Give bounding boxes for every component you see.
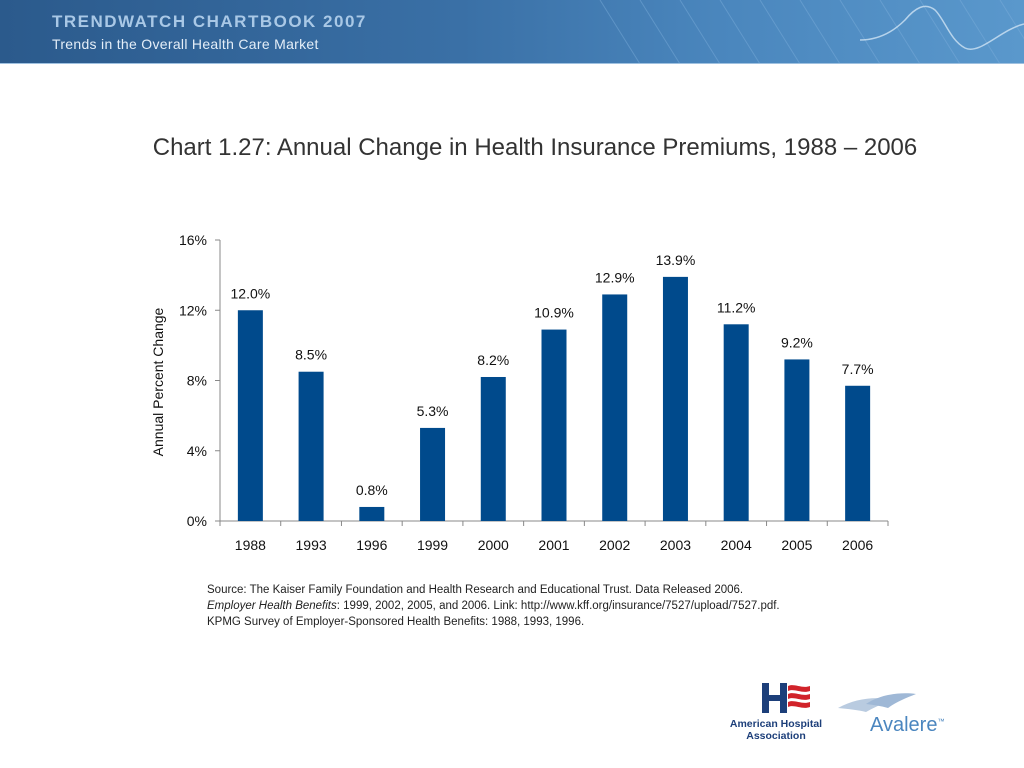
- x-tick-label: 2001: [538, 537, 569, 553]
- y-tick-label: 8%: [187, 373, 207, 389]
- data-label: 10.9%: [534, 305, 574, 321]
- data-label: 5.3%: [417, 403, 449, 419]
- x-tick-label: 2005: [781, 537, 812, 553]
- data-label: 8.2%: [477, 352, 509, 368]
- x-tick-label: 2006: [842, 537, 873, 553]
- header-title: TRENDWATCH CHARTBOOK 2007: [52, 12, 367, 31]
- y-tick-label: 12%: [179, 302, 207, 318]
- bar: [845, 385, 871, 521]
- chart-title: Chart 1.27: Annual Change in Health Insu…: [152, 134, 918, 161]
- trademark-mark: ™: [937, 718, 945, 726]
- x-tick-label: 2004: [721, 537, 752, 553]
- avalere-wordmark: Avalere: [870, 714, 938, 736]
- y-axis-label: Annual Percent Change: [150, 307, 166, 456]
- aha-name: American Hospital Association: [729, 718, 823, 742]
- x-tick-label: 2002: [599, 537, 630, 553]
- bar: [723, 324, 749, 521]
- x-tick-label: 1999: [417, 537, 448, 553]
- x-tick-label: 2003: [660, 537, 691, 553]
- source-note: Source: The Kaiser Family Foundation and…: [207, 582, 780, 630]
- source-line-1: Source: The Kaiser Family Foundation and…: [207, 584, 744, 596]
- data-label: 7.7%: [842, 361, 874, 377]
- bar: [237, 310, 263, 521]
- header-subtitle: Trends in the Overall Health Care Market: [52, 36, 319, 52]
- data-label: 9.2%: [781, 334, 813, 350]
- bar: [359, 506, 385, 521]
- data-label: 12.0%: [231, 285, 271, 301]
- aha-logo: American Hospital Association: [722, 680, 832, 746]
- source-line-3: KPMG Survey of Employer-Sponsored Health…: [207, 616, 585, 628]
- bar: [420, 427, 446, 521]
- x-tick-label: 1988: [235, 537, 266, 553]
- bar: [298, 371, 324, 521]
- y-tick-label: 16%: [179, 232, 207, 248]
- data-label: 12.9%: [595, 269, 635, 285]
- data-label: 13.9%: [656, 252, 696, 268]
- data-label: 11.2%: [717, 299, 756, 315]
- x-tick-label: 1996: [356, 537, 387, 553]
- aha-h-flag-icon: [762, 683, 810, 713]
- bar: [784, 359, 810, 521]
- bar: [662, 276, 688, 521]
- header-banner: TRENDWATCH CHARTBOOK 2007 Trends in the …: [0, 0, 1024, 64]
- y-tick-label: 0%: [187, 513, 207, 529]
- source-line-2-rest: : 1999, 2002, 2005, and 2006. Link: http…: [336, 600, 780, 612]
- x-tick-label: 1993: [296, 537, 327, 553]
- banner-heartbeat-pattern: [599, 0, 1024, 64]
- source-publication-title: Employer Health Benefits: [207, 600, 337, 612]
- avalere-wings-icon: [838, 693, 916, 712]
- avalere-name: Avalere™: [870, 714, 944, 737]
- bar: [480, 376, 506, 521]
- y-tick-label: 4%: [187, 443, 207, 459]
- bar: [541, 329, 567, 521]
- source-line-2: Employer Health Benefits: 1999, 2002, 20…: [207, 598, 780, 614]
- bar: [602, 294, 628, 521]
- bar-chart: 0% 4% 8% 12% 16% 12.0% 1988 8.5% 1993 0.8% 1996 5.3…: [150, 232, 889, 553]
- avalere-logo: Avalere™: [836, 690, 956, 740]
- x-tick-label: 2000: [478, 537, 509, 553]
- data-label: 0.8%: [356, 482, 388, 498]
- data-label: 8.5%: [295, 347, 327, 363]
- banner-divider: [0, 63, 1024, 64]
